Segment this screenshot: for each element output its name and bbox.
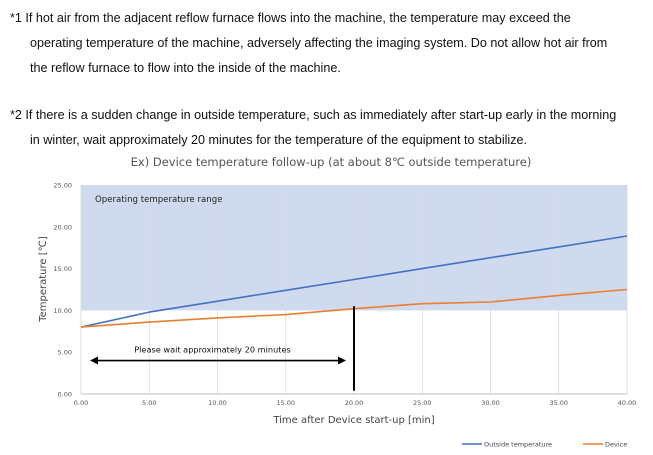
y-tick-label: 10.00 [53, 307, 72, 315]
note-line: *2 If there is a sudden change in outsid… [10, 108, 617, 122]
note-outside-temperature: *2 If there is a sudden change in outsid… [10, 103, 616, 153]
plot-area: Operating temperature range 0.00 5.00 10.00… [53, 182, 636, 408]
wait-annotation-label: Please wait approximately 20 minutes [134, 345, 291, 355]
wait-arrow-head-left [90, 356, 98, 365]
note-line: *1 If hot air from the adjacent reflow f… [10, 11, 571, 25]
x-tick-label: 25.00 [413, 399, 432, 407]
y-tick-label: 0.00 [58, 391, 72, 399]
note-line: in winter, wait approximately 20 minutes… [30, 133, 528, 147]
operating-range-label: Operating temperature range [95, 195, 222, 205]
x-tick-label: 10.00 [208, 399, 227, 407]
wait-arrow-head-right [338, 356, 346, 365]
y-tick-label: 5.00 [58, 349, 72, 357]
x-tick-label: 30.00 [481, 399, 500, 407]
x-tick-label: 35.00 [549, 399, 568, 407]
x-tick-label: 5.00 [142, 399, 156, 407]
y-tick-label: 15.00 [53, 265, 72, 273]
y-tick-label: 20.00 [53, 223, 72, 231]
series-line-0 [80, 235, 628, 328]
x-tick-label: 15.00 [276, 399, 295, 407]
y-tick-label: 25.00 [53, 182, 72, 190]
temperature-chart: Ex) Device temperature follow-up (at abo… [38, 155, 636, 449]
legend-label-0: Outside temperature [484, 441, 552, 449]
x-tick-label: 20.00 [345, 399, 364, 407]
y-axis-label: Temperature [℃] [38, 236, 49, 323]
note-line: operating temperature of the machine, ad… [30, 36, 608, 50]
x-tick-label: 0.00 [74, 399, 88, 407]
legend: Outside temperature Device [462, 441, 627, 449]
x-axis-label: Time after Device start-up [min] [272, 415, 434, 426]
note-line: the reflow furnace to flow into the insi… [30, 61, 341, 75]
legend-label-1: Device [605, 441, 627, 449]
note-hot-air: *1 If hot air from the adjacent reflow f… [10, 6, 607, 81]
chart-title: Ex) Device temperature follow-up (at abo… [131, 155, 532, 169]
x-tick-label: 40.00 [618, 399, 637, 407]
